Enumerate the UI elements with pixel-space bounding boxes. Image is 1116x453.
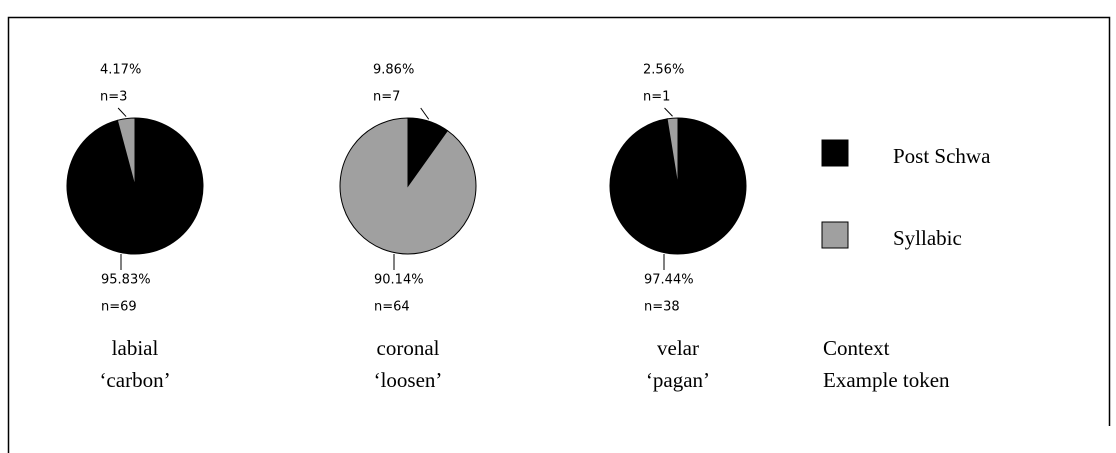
pie-slice xyxy=(666,117,679,187)
value-label: 9.86% xyxy=(373,63,414,78)
value-label: 4.17% xyxy=(100,63,141,78)
value-label: 2.56% xyxy=(643,63,684,78)
example-title: Example token xyxy=(823,368,950,392)
n-label: n=1 xyxy=(643,90,670,105)
pie-slice xyxy=(339,117,477,255)
example-label: ‘carbon’ xyxy=(99,368,170,392)
n-label: n=64 xyxy=(374,300,410,315)
value-label: 90.14% xyxy=(374,273,424,288)
n-label: n=38 xyxy=(644,300,680,315)
context-label: coronal xyxy=(377,336,440,360)
legend-label: Post Schwa xyxy=(893,144,991,168)
pie-slice xyxy=(116,117,136,187)
leader-line xyxy=(117,107,127,117)
value-label: 97.44% xyxy=(644,273,694,288)
legend-label: Syllabic xyxy=(893,226,962,250)
leader-line xyxy=(664,107,673,117)
example-label: ‘loosen’ xyxy=(374,368,443,392)
n-label: n=3 xyxy=(100,90,127,105)
example-label: ‘pagan’ xyxy=(646,368,710,392)
context-title: Context xyxy=(823,336,890,360)
n-label: n=69 xyxy=(101,300,137,315)
frame xyxy=(7,16,1111,453)
context-label: labial xyxy=(112,336,159,360)
context-label: velar xyxy=(657,336,699,360)
leader-line xyxy=(420,107,430,120)
legend-swatch xyxy=(821,221,849,249)
legend-swatch xyxy=(821,139,849,167)
value-label: 95.83% xyxy=(101,273,151,288)
n-label: n=7 xyxy=(373,90,400,105)
